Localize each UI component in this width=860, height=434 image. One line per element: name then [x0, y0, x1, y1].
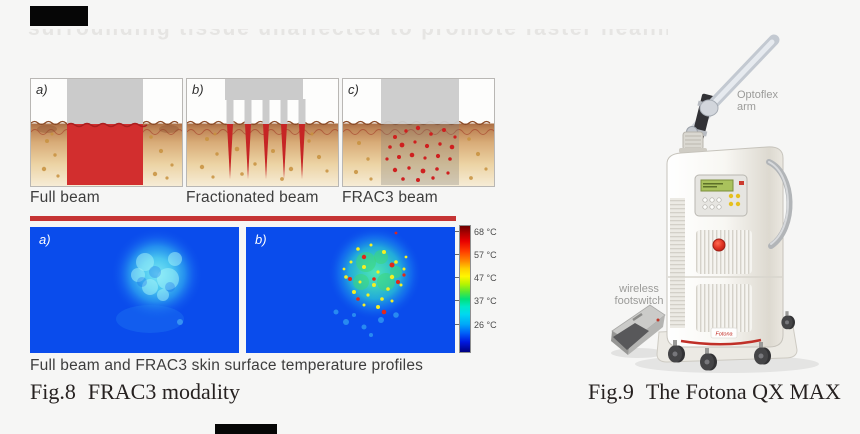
fotona-qx-max-device: Fotona [611, 34, 819, 373]
thermal-a-graphic [30, 227, 239, 353]
full-beam-label: Full beam [30, 189, 100, 206]
colorbar-label-68: 68 °C [474, 227, 497, 237]
red-stripe [30, 216, 456, 221]
diagram-fractionated-beam: b) [186, 78, 340, 187]
colorbar-label-47: 47 °C [474, 273, 497, 283]
colorbar-label-37: 37 °C [474, 296, 497, 306]
lcd-screen [700, 179, 734, 192]
diagram-letter: a) [36, 82, 48, 97]
thermal-b-graphic [246, 226, 455, 353]
diagram-frac3-beam: c) [342, 78, 496, 187]
diagram-letter: c) [348, 82, 359, 97]
fig9-title: The Fotona QX MAX [645, 379, 841, 404]
frac3-beam-label: FRAC3 beam [342, 189, 438, 206]
fig8-caption: Fig.8 FRAC3 modality [30, 379, 240, 405]
colorbar-label-57: 57 °C [474, 250, 497, 260]
thermal-letter: b) [255, 232, 267, 247]
wireless-footswitch-label: wireless footswitch [606, 283, 672, 307]
ghost-text-line: surrounding tissue unaffected to promote… [28, 29, 668, 45]
fig9-number: Fig.9 [588, 379, 634, 404]
diagram-letter: b) [192, 82, 204, 97]
colorbar-tick [455, 324, 459, 325]
device-control-panel [694, 174, 748, 252]
fig9-caption: Fig.9 The Fotona QX MAX [588, 379, 841, 405]
emergency-stop-button [712, 238, 726, 252]
frac3-beam-illustration [342, 79, 496, 186]
thermal-image-frac3: b) [246, 226, 455, 353]
fig8-title: FRAC3 modality [87, 379, 241, 404]
diagram-full-beam: a) [30, 78, 184, 187]
device-logo-text: Fotona [715, 332, 732, 338]
thermal-caption: Full beam and FRAC3 skin surface tempera… [30, 357, 424, 374]
fractionated-beam-illustration [186, 79, 340, 186]
colorbar-tick [455, 300, 459, 301]
black-redaction-box-bottom [215, 424, 277, 434]
optoflex-arm-label: Optoflex arm [737, 89, 778, 113]
red-accent-stripe [680, 338, 762, 346]
footswitch-label-line1: wireless [619, 283, 659, 295]
logo-plate [710, 327, 738, 339]
fractionated-beam-label: Fractionated beam [186, 189, 319, 206]
footswitch-label-line2: footswitch [614, 295, 664, 307]
thermal-image-full-beam: a) [30, 227, 239, 353]
colorbar-tick [455, 254, 459, 255]
optoflex-arm-graphic [679, 34, 780, 153]
full-beam-illustration [30, 79, 184, 186]
temperature-colorbar [459, 225, 471, 353]
black-redaction-box-top [30, 6, 88, 26]
footswitch-graphic [611, 304, 666, 355]
optoflex-arm-label-line2: arm [737, 101, 756, 113]
caster-wheels [668, 311, 795, 371]
optoflex-arm-label-line1: Optoflex [737, 89, 778, 101]
ghost-text: surrounding tissue unaffected to promote… [28, 29, 668, 41]
colorbar-tick [455, 277, 459, 278]
colorbar-tick [455, 231, 459, 232]
thermal-letter: a) [39, 232, 51, 247]
colorbar-label-26: 26 °C [474, 320, 497, 330]
fig8-number: Fig.8 [30, 379, 76, 404]
